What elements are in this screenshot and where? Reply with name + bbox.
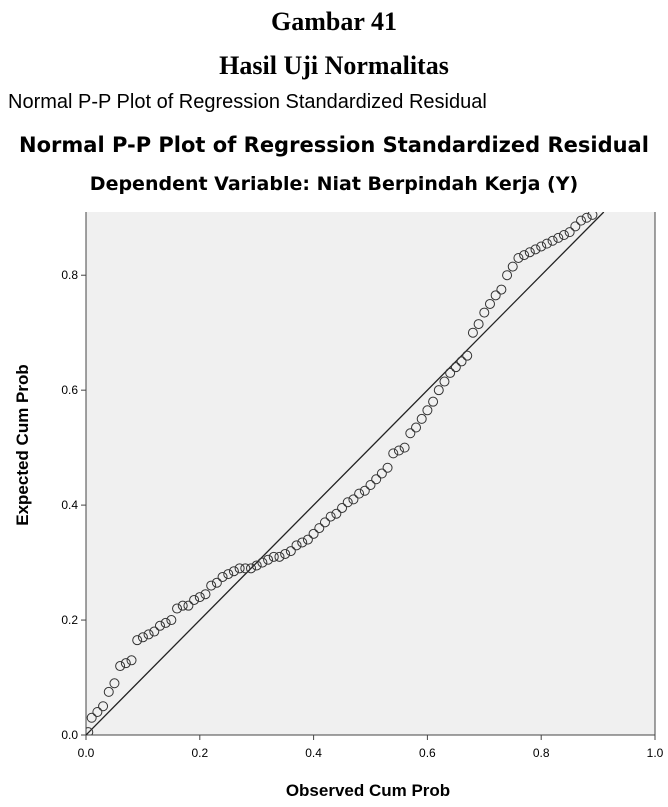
x-tick-label: 0.8 [533,746,550,760]
y-tick-label: 0.2 [61,613,78,627]
y-tick-label: 0.0 [61,728,78,742]
chart-title: Normal P-P Plot of Regression Standardiz… [19,133,649,157]
x-tick-label: 0.2 [191,746,208,760]
figure-caption: Hasil Uji Normalitas [219,51,449,80]
x-tick-label: 1.0 [647,746,664,760]
x-tick-label: 0.0 [78,746,95,760]
chart-subtitle: Dependent Variable: Niat Berpindah Kerja… [90,173,578,195]
y-tick-label: 0.4 [61,498,78,512]
x-axis-label: Observed Cum Prob [286,781,450,800]
x-tick-label: 0.6 [419,746,436,760]
figure-number: Gambar 41 [271,7,397,36]
y-tick-label: 0.8 [61,268,78,282]
plot-area [86,212,655,735]
page: Gambar 41 Hasil Uji Normalitas Normal P-… [0,0,668,802]
x-tick-label: 0.4 [305,746,322,760]
y-tick-label: 0.6 [61,383,78,397]
plot-label: Normal P-P Plot of Regression Standardiz… [8,91,487,113]
y-axis-label: Expected Cum Prob [13,364,32,526]
